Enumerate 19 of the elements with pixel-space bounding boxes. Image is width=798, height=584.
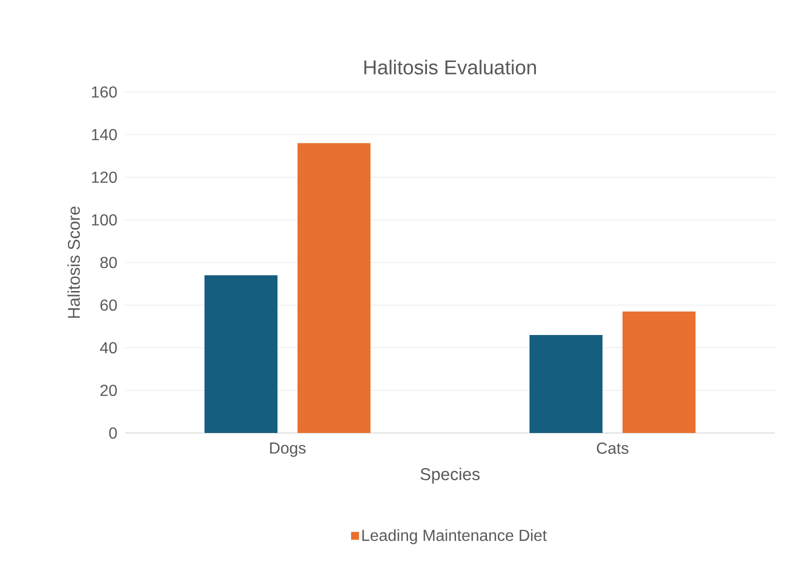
- x-tick-label: Dogs: [270, 442, 306, 457]
- bar: [530, 334, 603, 433]
- y-tick-label: 80: [100, 256, 117, 268]
- y-tick-label: 20: [100, 384, 117, 396]
- x-tick-label: Cats: [596, 442, 628, 454]
- y-tick-label: 60: [100, 299, 117, 311]
- bar: [622, 312, 696, 433]
- y-axis-title: Halitosis Score: [67, 206, 80, 318]
- legend-label: Leading Maintenance Diet: [362, 529, 547, 544]
- y-tick-label: 0: [109, 427, 117, 439]
- y-tick-label: 100: [92, 214, 117, 226]
- y-tick-label: 120: [92, 172, 117, 183]
- y-tick-label: 40: [100, 342, 117, 354]
- bar: [298, 143, 371, 433]
- y-tick-label: 140: [92, 128, 117, 140]
- y-tick-label: 160: [92, 86, 117, 98]
- x-axis-title: Species: [420, 468, 480, 484]
- chart-title: Halitosis Evaluation: [364, 60, 536, 74]
- bar: [204, 275, 278, 433]
